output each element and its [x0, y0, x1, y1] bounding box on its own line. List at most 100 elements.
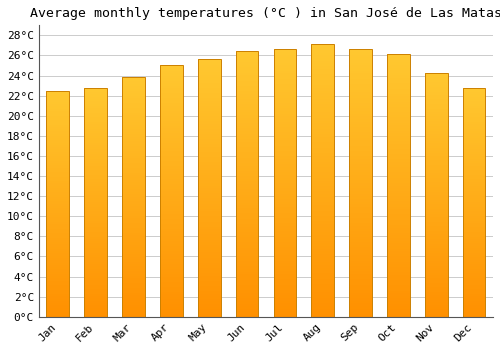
- Bar: [46, 174, 69, 176]
- Bar: [274, 253, 296, 255]
- Bar: [46, 111, 69, 113]
- Bar: [425, 222, 448, 224]
- Bar: [122, 170, 145, 173]
- Bar: [160, 126, 182, 128]
- Bar: [425, 292, 448, 295]
- Bar: [122, 281, 145, 283]
- Bar: [463, 177, 485, 179]
- Bar: [198, 250, 220, 252]
- Bar: [122, 84, 145, 86]
- Bar: [84, 266, 107, 269]
- Bar: [425, 75, 448, 77]
- Bar: [274, 196, 296, 199]
- Bar: [387, 94, 410, 96]
- Bar: [274, 143, 296, 146]
- Bar: [122, 245, 145, 247]
- Bar: [312, 99, 334, 101]
- Bar: [160, 216, 182, 219]
- Bar: [349, 173, 372, 175]
- Bar: [46, 251, 69, 253]
- Bar: [236, 197, 258, 200]
- Bar: [236, 301, 258, 303]
- Bar: [160, 224, 182, 226]
- Bar: [425, 104, 448, 107]
- Bar: [198, 222, 220, 224]
- Bar: [198, 165, 220, 168]
- Bar: [425, 246, 448, 248]
- Bar: [46, 206, 69, 208]
- Bar: [312, 271, 334, 273]
- Bar: [274, 285, 296, 287]
- Bar: [312, 183, 334, 186]
- Bar: [84, 315, 107, 317]
- Bar: [387, 55, 410, 317]
- Bar: [160, 231, 182, 234]
- Bar: [312, 295, 334, 298]
- Bar: [122, 254, 145, 257]
- Bar: [46, 97, 69, 100]
- Bar: [160, 261, 182, 264]
- Bar: [425, 263, 448, 266]
- Bar: [46, 260, 69, 262]
- Bar: [236, 97, 258, 99]
- Bar: [84, 108, 107, 111]
- Bar: [122, 209, 145, 211]
- Bar: [387, 146, 410, 149]
- Bar: [463, 278, 485, 280]
- Bar: [312, 47, 334, 50]
- Bar: [312, 211, 334, 213]
- Bar: [425, 124, 448, 126]
- Bar: [312, 93, 334, 96]
- Bar: [198, 170, 220, 173]
- Bar: [122, 225, 145, 228]
- Bar: [274, 103, 296, 106]
- Bar: [122, 295, 145, 298]
- Bar: [160, 264, 182, 267]
- Bar: [236, 134, 258, 136]
- Bar: [46, 91, 69, 317]
- Bar: [236, 86, 258, 89]
- Bar: [46, 303, 69, 306]
- Bar: [349, 226, 372, 229]
- Bar: [349, 178, 372, 181]
- Bar: [236, 51, 258, 54]
- Bar: [122, 77, 145, 317]
- Bar: [160, 141, 182, 144]
- Bar: [198, 142, 220, 145]
- Bar: [425, 285, 448, 287]
- Bar: [349, 164, 372, 167]
- Bar: [349, 282, 372, 285]
- Bar: [425, 231, 448, 234]
- Bar: [312, 257, 334, 260]
- Bar: [84, 262, 107, 264]
- Bar: [387, 254, 410, 257]
- Bar: [122, 252, 145, 254]
- Bar: [46, 247, 69, 249]
- Bar: [160, 73, 182, 76]
- Bar: [198, 77, 220, 80]
- Bar: [463, 253, 485, 255]
- Bar: [84, 237, 107, 239]
- Bar: [84, 184, 107, 186]
- Bar: [160, 131, 182, 133]
- Bar: [387, 257, 410, 259]
- Bar: [236, 131, 258, 134]
- Bar: [236, 99, 258, 102]
- Bar: [463, 145, 485, 147]
- Bar: [236, 112, 258, 115]
- Bar: [463, 294, 485, 296]
- Bar: [425, 112, 448, 114]
- Bar: [463, 163, 485, 166]
- Bar: [122, 211, 145, 213]
- Bar: [463, 296, 485, 299]
- Bar: [463, 168, 485, 170]
- Bar: [349, 186, 372, 188]
- Bar: [274, 247, 296, 250]
- Bar: [122, 86, 145, 89]
- Bar: [236, 306, 258, 309]
- Bar: [46, 106, 69, 109]
- Bar: [463, 264, 485, 266]
- Bar: [198, 234, 220, 237]
- Bar: [198, 186, 220, 188]
- Bar: [312, 262, 334, 265]
